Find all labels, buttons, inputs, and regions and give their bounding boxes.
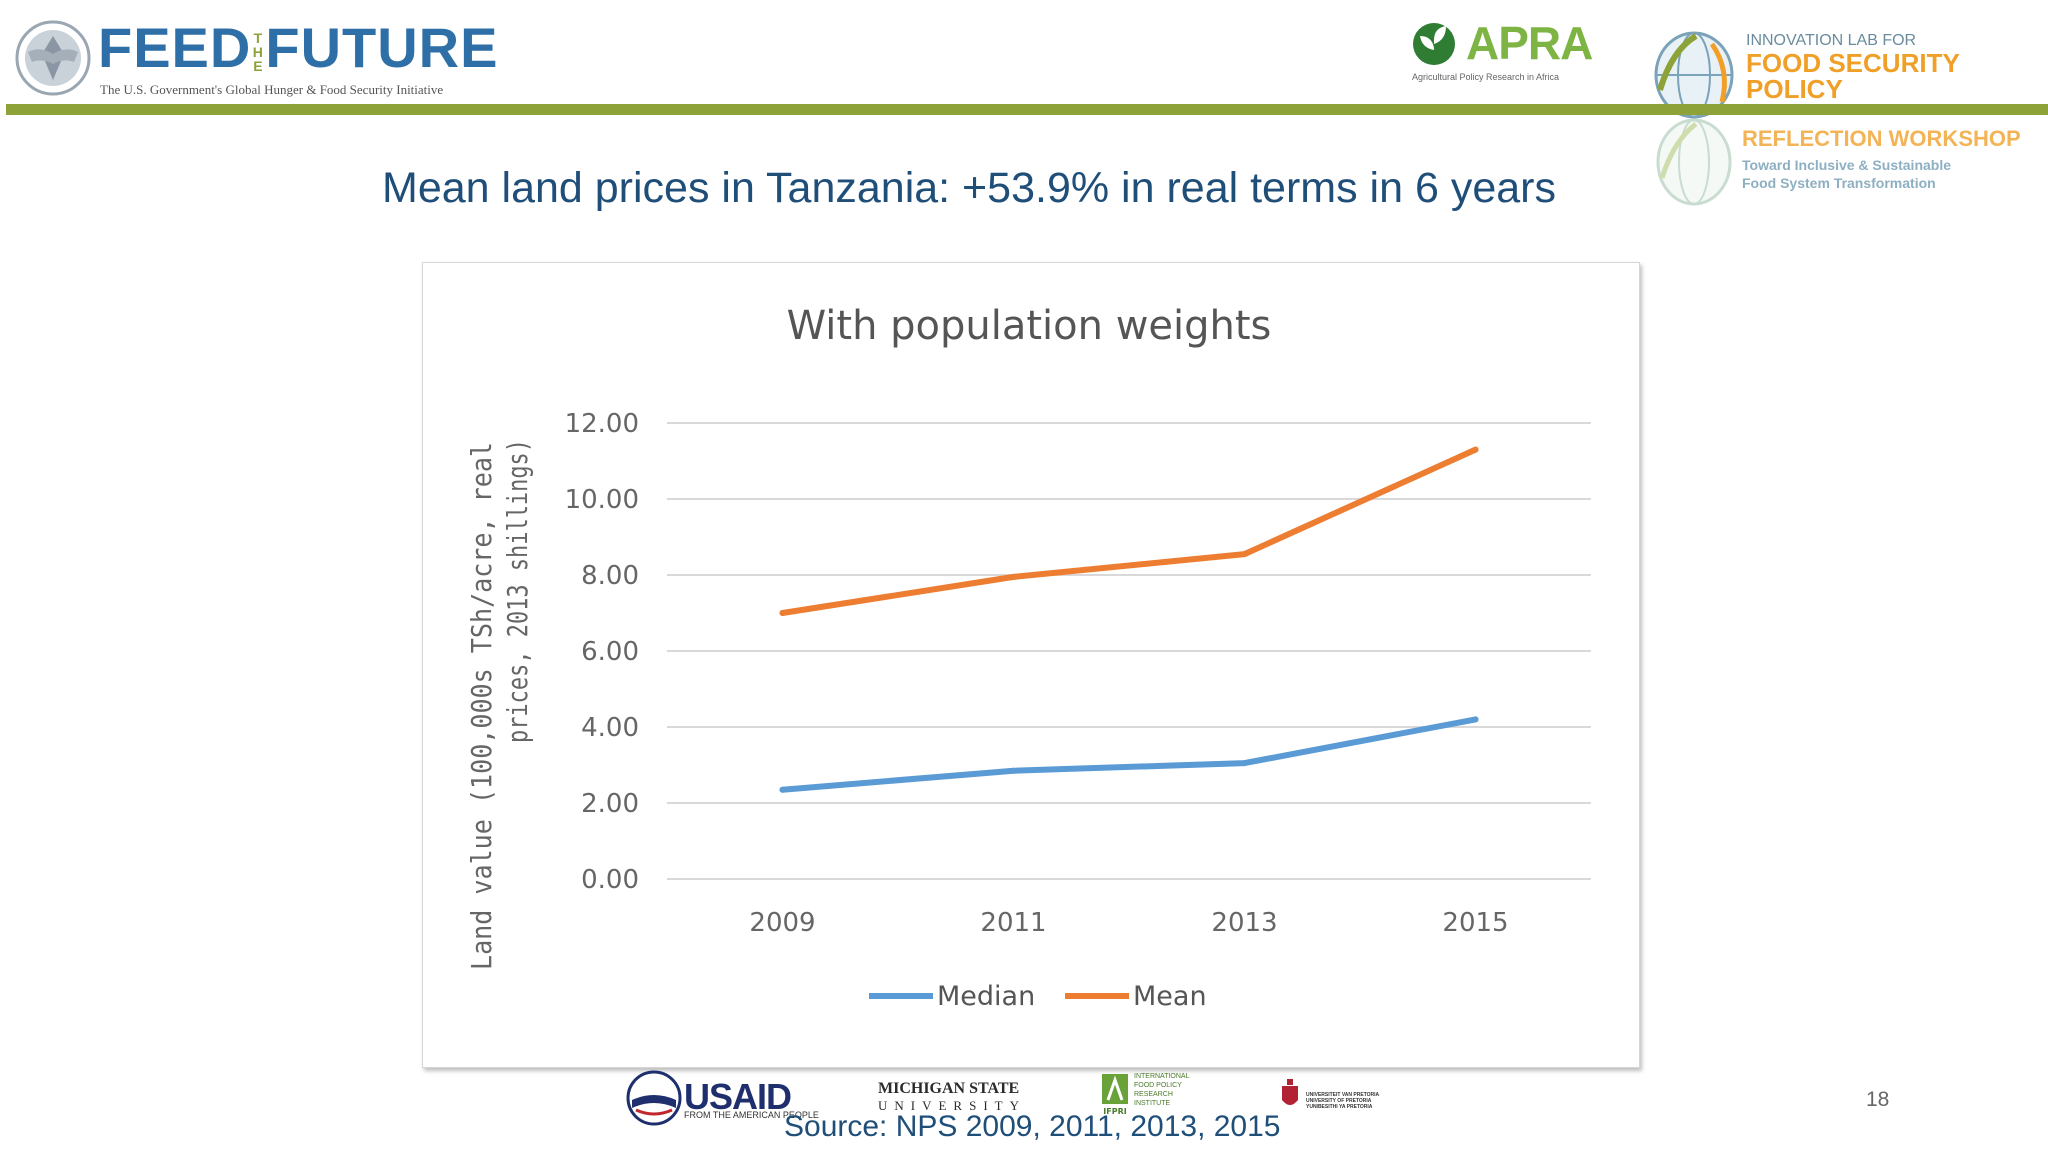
chart-title: With population weights <box>787 303 1272 349</box>
data-point-median <box>1241 760 1248 767</box>
msu-logo-line2: UNIVERSITY <box>878 1098 1026 1113</box>
page-number: 18 <box>1866 1088 1890 1111</box>
globe-icon <box>1652 30 1736 120</box>
feed-the-future-tagline: The U.S. Government's Global Hunger & Fo… <box>100 82 444 97</box>
feed-the-future-logo: FEED THEFUTURE <box>98 16 499 79</box>
pretoria-logo-text: UNIVERSITEIT VAN PRETORIA UNIVERSITY OF … <box>1306 1092 1379 1110</box>
y-tick-label: 0.00 <box>581 865 639 895</box>
globe-faded-icon <box>1652 116 1736 208</box>
ifpri-abbr: IFPRI <box>1103 1107 1126 1116</box>
apra-tagline: Agricultural Policy Research in Africa <box>1412 72 1560 82</box>
data-point-mean <box>1241 551 1248 558</box>
msu-logo-line1: MICHIGAN STATE <box>878 1080 1020 1097</box>
slide-title: Mean land prices in Tanzania: +53.9% in … <box>382 164 1556 212</box>
workshop-tagline: Toward Inclusive & Sustainable Food Syst… <box>1742 157 1952 191</box>
food-security-policy-label: FOOD SECURITY POLICY <box>1746 48 1960 104</box>
data-point-median <box>1472 716 1479 723</box>
y-tick-label: 8.00 <box>581 561 639 591</box>
y-tick-label: 2.00 <box>581 789 639 819</box>
us-seal-logo <box>14 18 92 98</box>
y-axis-label-line2: prices, 2013 shillings) <box>501 439 534 743</box>
apra-logo-text: APRA <box>1466 17 1593 69</box>
chart-legend: Median Mean <box>869 981 1207 1012</box>
chart-container: With population weights 0.00 2.00 4.00 6.00… <box>422 262 1640 1068</box>
legend-label-median: Median <box>937 981 1035 1012</box>
data-point-median <box>779 786 786 793</box>
x-tick-label: 2011 <box>980 908 1046 938</box>
usaid-seal-icon <box>626 1070 682 1126</box>
data-point-mean <box>1472 446 1479 453</box>
usaid-tagline: FROM THE AMERICAN PEOPLE <box>684 1110 819 1120</box>
header-divider <box>6 104 2048 115</box>
reflection-workshop-label: REFLECTION WORKSHOP <box>1742 126 2021 151</box>
y-tick-label: 10.00 <box>565 485 639 515</box>
x-tick-label: 2015 <box>1442 908 1508 938</box>
series-line-mean <box>779 446 1479 616</box>
usaid-logo-text: USAID <box>684 1076 792 1117</box>
y-axis-label-line1: Land value (100,000s TSh/acre, real <box>465 442 498 970</box>
apra-leaf-icon <box>1412 20 1458 68</box>
source-note: Source: NPS 2009, 2011, 2013, 2015 <box>784 1110 1281 1143</box>
data-point-median <box>1010 767 1017 774</box>
ifpri-leaf-icon: IFPRI <box>1100 1072 1130 1116</box>
innovation-lab-label: INNOVATION LAB FOR <box>1746 32 1917 49</box>
data-point-mean <box>1010 573 1017 580</box>
line-chart: With population weights 0.00 2.00 4.00 6.00… <box>465 303 1591 1012</box>
x-tick-label: 2013 <box>1211 908 1277 938</box>
y-tick-label: 6.00 <box>581 637 639 667</box>
legend-label-mean: Mean <box>1133 981 1207 1012</box>
series-line-median <box>779 716 1479 793</box>
y-tick-label: 4.00 <box>581 713 639 743</box>
data-point-mean <box>779 610 786 616</box>
pretoria-crest-icon <box>1280 1078 1300 1112</box>
ifpri-logo-text: INTERNATIONAL FOOD POLICY RESEARCH INSTI… <box>1134 1073 1190 1107</box>
x-tick-label: 2009 <box>749 908 815 938</box>
y-tick-label: 12.00 <box>565 409 639 439</box>
